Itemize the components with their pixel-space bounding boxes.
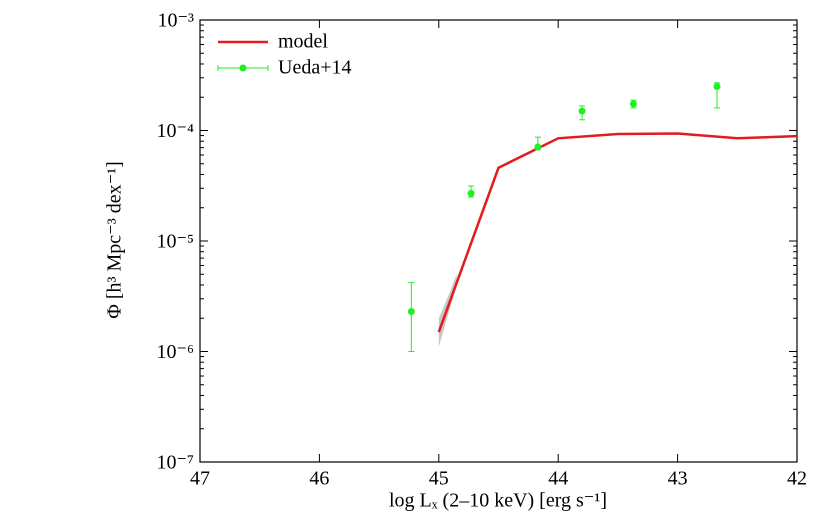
legend-label: model xyxy=(278,31,328,53)
x-tick-label: 42 xyxy=(787,468,807,490)
x-tick-label: 46 xyxy=(309,468,329,490)
y-tick-label: 10⁻³ xyxy=(157,10,194,32)
data-point xyxy=(713,83,721,91)
x-tick-label: 45 xyxy=(429,468,449,490)
y-tick-label: 10⁻⁴ xyxy=(156,120,194,142)
legend-label: Ueda+14 xyxy=(278,57,351,79)
data-point xyxy=(467,189,475,197)
data-point xyxy=(534,143,542,151)
data-point xyxy=(629,100,637,108)
y-tick-label: 10⁻⁶ xyxy=(156,341,194,363)
data-point xyxy=(578,107,586,115)
y-tick-label: 10⁻⁷ xyxy=(156,452,194,474)
y-tick-label: 10⁻⁵ xyxy=(156,231,194,253)
x-tick-label: 47 xyxy=(190,468,210,490)
y-axis-label: Φ [h³ Mpc⁻³ dex⁻¹] xyxy=(104,161,126,319)
data-point xyxy=(407,308,415,316)
x-axis-label: log Lₓ (2–10 keV) [erg s⁻¹] xyxy=(389,490,607,512)
legend-marker xyxy=(239,64,247,72)
model-line xyxy=(437,132,798,333)
x-tick-label: 43 xyxy=(668,468,688,490)
plot-frame xyxy=(199,19,798,463)
x-tick-label: 44 xyxy=(548,468,568,490)
